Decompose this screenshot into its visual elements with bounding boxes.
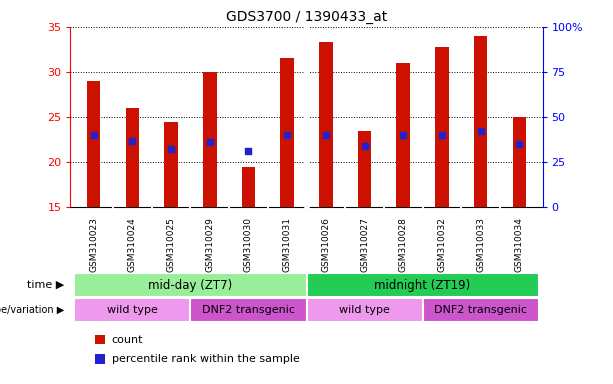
Bar	[74, 273, 306, 297]
Bar	[126, 108, 139, 207]
Text: percentile rank within the sample: percentile rank within the sample	[112, 354, 299, 364]
Bar	[203, 72, 216, 207]
Bar	[512, 117, 526, 207]
Text: GSM310028: GSM310028	[398, 217, 408, 272]
Bar	[74, 298, 191, 322]
Point	[476, 127, 485, 134]
Point	[398, 132, 408, 138]
Bar	[358, 131, 371, 207]
Bar	[435, 47, 449, 207]
Point	[243, 147, 253, 154]
Text: GSM310033: GSM310033	[476, 217, 485, 272]
Point	[205, 139, 215, 146]
Bar	[242, 167, 255, 207]
Bar	[95, 335, 105, 344]
Bar	[95, 354, 105, 364]
Point	[321, 132, 331, 138]
Text: midnight (ZT19): midnight (ZT19)	[375, 279, 471, 291]
Point	[282, 132, 292, 138]
Point	[514, 141, 524, 147]
Bar	[164, 122, 178, 207]
Bar	[474, 36, 487, 207]
Point	[89, 132, 99, 138]
Text: GSM310034: GSM310034	[515, 217, 524, 272]
Text: DNF2 transgenic: DNF2 transgenic	[202, 305, 295, 315]
Text: time ▶: time ▶	[27, 280, 64, 290]
Bar	[319, 42, 333, 207]
Bar	[397, 63, 410, 207]
Point	[437, 132, 447, 138]
Text: GSM310029: GSM310029	[205, 217, 215, 272]
Bar	[280, 58, 294, 207]
Point	[360, 143, 370, 149]
Text: GSM310024: GSM310024	[128, 217, 137, 272]
Bar	[422, 298, 539, 322]
Text: DNF2 transgenic: DNF2 transgenic	[434, 305, 527, 315]
Text: wild type: wild type	[107, 305, 158, 315]
Text: GSM310031: GSM310031	[283, 217, 292, 272]
Text: GSM310025: GSM310025	[167, 217, 175, 272]
Text: wild type: wild type	[339, 305, 390, 315]
Bar	[306, 273, 539, 297]
Text: GSM310023: GSM310023	[89, 217, 98, 272]
Text: mid-day (ZT7): mid-day (ZT7)	[148, 279, 232, 291]
Text: count: count	[112, 335, 143, 345]
Text: genotype/variation ▶: genotype/variation ▶	[0, 305, 64, 315]
Text: GSM310032: GSM310032	[438, 217, 446, 272]
Point	[166, 146, 176, 152]
Bar	[191, 298, 306, 322]
Title: GDS3700 / 1390433_at: GDS3700 / 1390433_at	[226, 10, 387, 25]
Text: GSM310027: GSM310027	[360, 217, 369, 272]
Bar	[306, 298, 422, 322]
Bar	[87, 81, 101, 207]
Point	[128, 138, 137, 144]
Text: GSM310030: GSM310030	[244, 217, 253, 272]
Text: GSM310026: GSM310026	[321, 217, 330, 272]
